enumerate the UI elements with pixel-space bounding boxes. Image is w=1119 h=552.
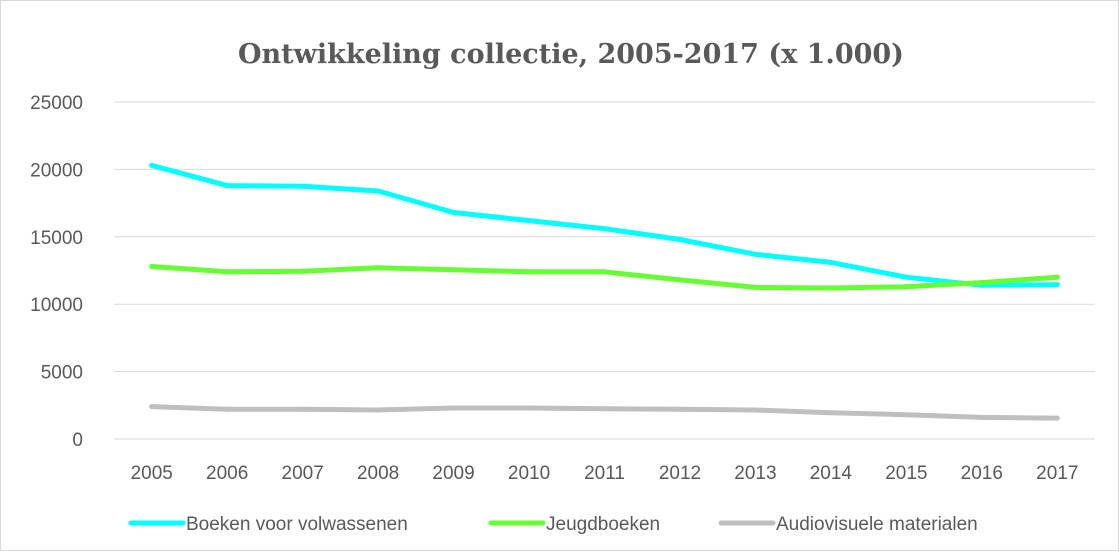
gridlines [114, 101, 1095, 440]
x-tick-label: 2011 [584, 463, 625, 484]
data-point [375, 265, 381, 271]
data-point [828, 285, 834, 291]
y-tick-label: 0 [72, 430, 83, 451]
y-tick-label: 25000 [30, 93, 83, 114]
data-point [1054, 274, 1060, 280]
legend-label-3: Audiovisuele materialen [776, 514, 978, 535]
data-point [903, 274, 909, 280]
data-point [149, 263, 155, 269]
data-point [300, 406, 306, 412]
data-point [828, 410, 834, 416]
x-tick-label: 2013 [734, 463, 776, 484]
data-point [677, 236, 683, 242]
x-tick-label: 2016 [961, 463, 1003, 484]
legend-label-1: Boeken voor volwassenen [186, 514, 408, 535]
x-tick-label: 2006 [206, 463, 248, 484]
y-tick-label: 5000 [41, 363, 83, 384]
data-point [602, 269, 607, 275]
data-point [828, 259, 834, 265]
legend-label-2: Jeugdboeken [546, 514, 660, 535]
legend: Boeken voor volwassenen Jeugdboeken Audiov… [128, 514, 978, 535]
data-point [526, 405, 532, 411]
data-point [451, 210, 457, 216]
x-tick-label: 2009 [432, 463, 474, 484]
data-point [149, 162, 155, 168]
x-axis-labels: 2005 2006 2007 2008 2009 2010 2011 2012 2013 2014… [131, 463, 1079, 484]
series-line-1 [149, 162, 1060, 288]
data-point [526, 269, 532, 275]
data-point [375, 188, 381, 194]
data-point [602, 406, 607, 412]
data-point [903, 284, 909, 290]
data-point [526, 218, 532, 224]
data-point [752, 284, 758, 290]
data-point [375, 407, 381, 413]
y-tick-label: 15000 [30, 228, 83, 249]
data-point [224, 183, 230, 189]
data-point [149, 404, 155, 410]
x-tick-label: 2005 [131, 463, 173, 484]
x-tick-label: 2017 [1036, 463, 1078, 484]
x-tick-label: 2010 [508, 463, 550, 484]
x-tick-label: 2008 [357, 463, 399, 484]
data-point [602, 226, 607, 232]
data-point [224, 269, 230, 275]
data-point [677, 277, 683, 283]
y-axis-labels: 0 5000 10000 15000 20000 25000 [30, 93, 83, 451]
data-point [1054, 282, 1060, 288]
data-point [300, 268, 306, 274]
data-point [979, 414, 985, 420]
y-tick-label: 20000 [30, 160, 83, 181]
data-point [1054, 415, 1060, 421]
y-tick-label: 10000 [30, 295, 83, 316]
x-tick-label: 2015 [885, 463, 927, 484]
data-point [752, 407, 758, 413]
x-tick-label: 2007 [282, 463, 324, 484]
x-tick-label: 2014 [810, 463, 853, 484]
x-tick-label: 2012 [659, 463, 701, 484]
data-point [300, 183, 306, 189]
data-point [752, 251, 758, 257]
series-lines [149, 162, 1060, 421]
data-point [903, 412, 909, 418]
data-point [451, 267, 457, 273]
data-point [677, 406, 683, 412]
data-point [979, 280, 985, 286]
data-point [451, 405, 457, 411]
data-point [224, 406, 230, 412]
chart-title: Ontwikkeling collectie, 2005-2017 (x 1.0… [238, 39, 904, 70]
